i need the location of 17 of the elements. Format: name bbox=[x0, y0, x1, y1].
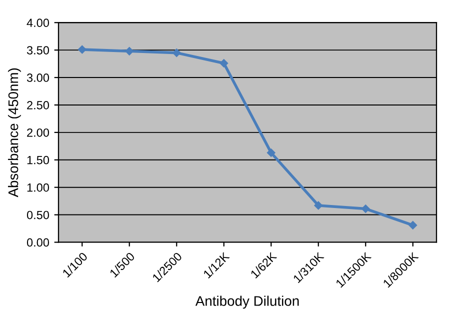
y-tick-label: 4.00 bbox=[26, 18, 50, 28]
point bbox=[314, 201, 323, 210]
point bbox=[266, 148, 276, 157]
y-tick-label: 0.00 bbox=[26, 238, 50, 247]
y-tick-label: 2.50 bbox=[27, 101, 50, 110]
y-tick-label: 1.50 bbox=[27, 156, 50, 164]
point bbox=[78, 45, 86, 54]
y-tick-label: 0.50 bbox=[26, 210, 50, 220]
point bbox=[220, 59, 228, 68]
y-axis-title: Absorbance (450nm) bbox=[8, 68, 21, 198]
y-tick-label: 1.00 bbox=[27, 183, 50, 192]
y-tick-label: 2.00 bbox=[27, 128, 50, 137]
x-axis-title: Antibody Dilution bbox=[195, 296, 299, 309]
point bbox=[361, 204, 370, 213]
y-tick-label: 3.00 bbox=[26, 74, 50, 82]
y-tick-label: 3.50 bbox=[26, 46, 50, 54]
point bbox=[408, 221, 418, 230]
